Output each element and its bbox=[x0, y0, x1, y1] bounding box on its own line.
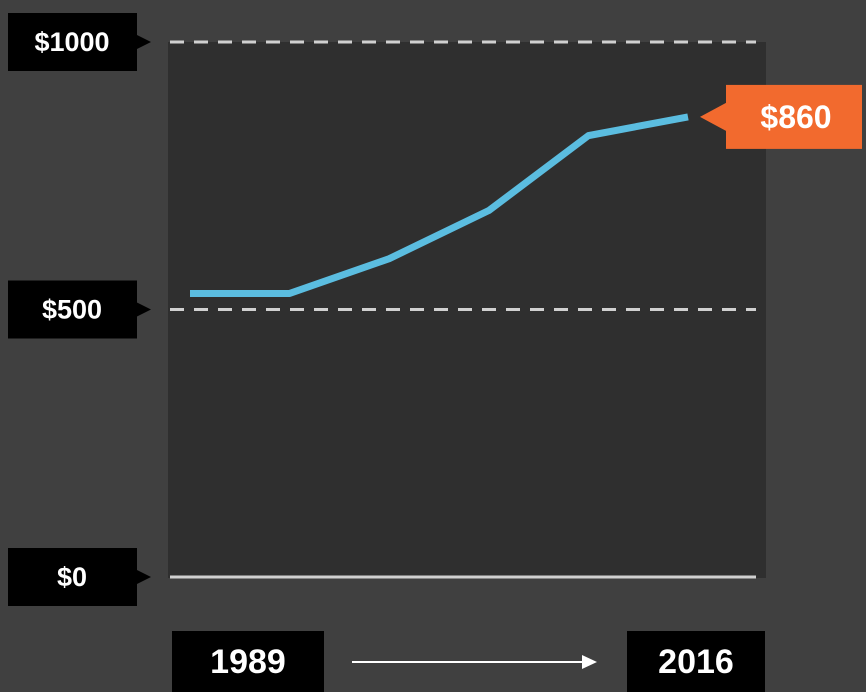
x-tick-label: 2016 bbox=[658, 643, 734, 681]
y-tick-pointer bbox=[137, 570, 151, 584]
value-label: $860 bbox=[760, 99, 831, 135]
x-label-box bbox=[172, 631, 324, 692]
y-tick-pointer bbox=[137, 302, 151, 317]
y-tick-box bbox=[8, 548, 137, 606]
x-label-box bbox=[627, 631, 765, 692]
x-tick-label: 1989 bbox=[210, 643, 286, 681]
y-tick-box bbox=[8, 13, 137, 71]
y-tick-label: $500 bbox=[42, 295, 102, 325]
y-tick-pointer bbox=[137, 35, 151, 49]
time-arrow-head bbox=[582, 655, 597, 669]
y-tick-box bbox=[8, 280, 137, 339]
data-line bbox=[190, 113, 689, 297]
value-label-pointer bbox=[700, 102, 726, 131]
value-label-box bbox=[726, 84, 862, 149]
y-tick-label: $0 bbox=[57, 562, 87, 592]
y-tick-label: $1000 bbox=[34, 27, 109, 57]
